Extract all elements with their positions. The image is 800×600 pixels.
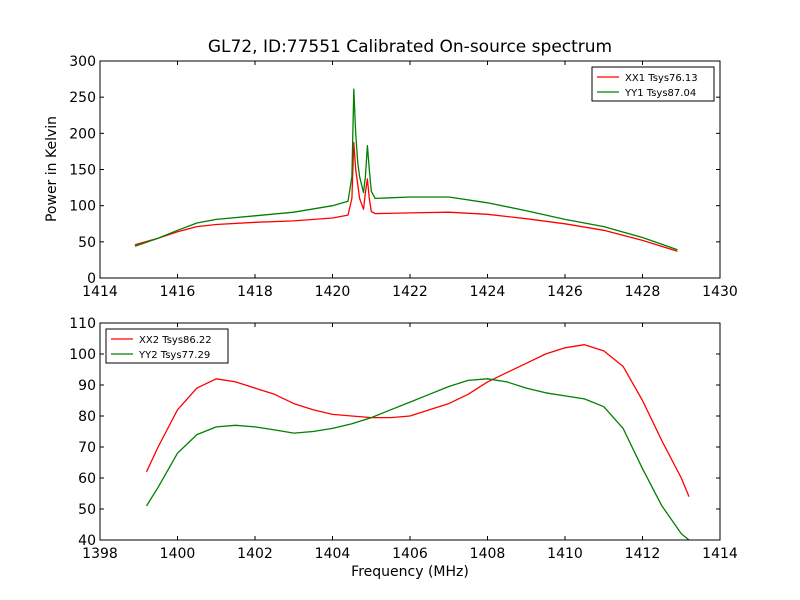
top-x-tick-label: 1422 bbox=[392, 284, 428, 300]
top-y-tick-label: 50 bbox=[78, 235, 96, 251]
bottom-series-line-2 bbox=[145, 378, 690, 540]
top-x-tick-label: 1424 bbox=[470, 284, 506, 300]
top-legend-box bbox=[591, 66, 715, 102]
bottom-y-tick-label: 50 bbox=[78, 502, 96, 518]
bottom-legend-label-1: XX2 Tsys86.22 bbox=[139, 335, 212, 346]
top-legend-label-2: YY1 Tsys87.04 bbox=[624, 88, 696, 99]
top-y-tick-label: 200 bbox=[69, 126, 96, 142]
top-y-tick-label: 300 bbox=[69, 54, 96, 70]
bottom-plot-area: 1398 1400 1402 1404 1406 1408 1410 1412 1414 40 50… bbox=[69, 316, 738, 562]
bottom-series-line-1 bbox=[145, 344, 690, 497]
top-y-tick-label: 100 bbox=[69, 199, 96, 215]
bottom-x-tick-label: 1400 bbox=[160, 546, 196, 562]
bottom-y-tick-label: 110 bbox=[69, 316, 96, 332]
bottom-x-axis-label: Frequency (MHz) bbox=[351, 564, 469, 580]
bottom-y-tick-label: 90 bbox=[78, 378, 96, 394]
top-x-tick-label: 1430 bbox=[702, 284, 738, 300]
bottom-series-group bbox=[145, 344, 690, 540]
top-x-tick-label: 1418 bbox=[237, 284, 273, 300]
top-legend: XX1 Tsys76.13 YY1 Tsys87.04 bbox=[591, 66, 715, 102]
bottom-x-tick-label: 1414 bbox=[702, 546, 738, 562]
top-x-tick-label: 1420 bbox=[315, 284, 351, 300]
bottom-y-tick-label: 40 bbox=[78, 533, 96, 549]
bottom-chart: Frequency (MHz) 1398 1400 1402 1404 1406 1408… bbox=[69, 316, 738, 580]
bottom-x-tick-label: 1410 bbox=[547, 546, 583, 562]
top-x-tick-label: 1426 bbox=[547, 284, 583, 300]
top-chart: GL72, ID:77551 Calibrated On-source spec… bbox=[44, 37, 738, 300]
top-series-group bbox=[134, 88, 678, 252]
bottom-x-tick-label: 1408 bbox=[470, 546, 506, 562]
top-x-tick-label: 1428 bbox=[625, 284, 661, 300]
top-legend-label-1: XX1 Tsys76.13 bbox=[625, 73, 698, 84]
bottom-y-tick-label: 70 bbox=[78, 440, 96, 456]
top-y-tick-label: 250 bbox=[69, 90, 96, 106]
bottom-y-tick-label: 60 bbox=[78, 471, 96, 487]
chart-title: GL72, ID:77551 Calibrated On-source spec… bbox=[208, 37, 612, 57]
bottom-x-tick-label: 1398 bbox=[82, 546, 118, 562]
top-x-tick-label: 1414 bbox=[82, 284, 118, 300]
bottom-legend: XX2 Tsys86.22 YY2 Tsys77.29 bbox=[105, 328, 229, 364]
bottom-x-tick-label: 1412 bbox=[625, 546, 661, 562]
bottom-x-tick-label: 1404 bbox=[315, 546, 351, 562]
top-series-line-2 bbox=[134, 88, 678, 251]
bottom-legend-label-2: YY2 Tsys77.29 bbox=[138, 350, 210, 361]
top-y-tick-label: 0 bbox=[87, 271, 96, 287]
bottom-x-tick-label: 1406 bbox=[392, 546, 428, 562]
top-series-line-1 bbox=[134, 142, 678, 252]
bottom-y-tick-label: 80 bbox=[78, 409, 96, 425]
top-x-tick-label: 1416 bbox=[160, 284, 196, 300]
bottom-y-tick-label: 100 bbox=[69, 347, 96, 363]
bottom-x-tick-label: 1402 bbox=[237, 546, 273, 562]
top-y-tick-label: 150 bbox=[69, 163, 96, 179]
bottom-legend-box bbox=[105, 328, 229, 364]
top-y-axis-label: Power in Kelvin bbox=[44, 116, 60, 222]
top-plot-area: 1414 1416 1418 1420 1422 1424 1426 1428 1430 0 50 1… bbox=[69, 54, 738, 300]
